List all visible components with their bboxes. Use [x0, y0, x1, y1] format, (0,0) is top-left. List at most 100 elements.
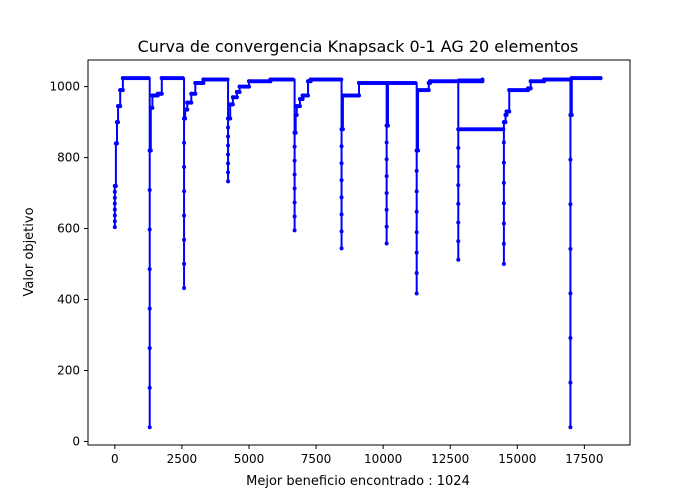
data-point [226, 161, 231, 166]
data-point [227, 116, 232, 121]
data-point [182, 237, 187, 242]
data-point [568, 202, 573, 207]
data-point [425, 88, 430, 93]
data-point [339, 195, 344, 200]
data-point [568, 336, 573, 341]
data-point [384, 241, 389, 246]
data-point [339, 229, 344, 234]
data-point [456, 164, 461, 169]
data-point [384, 123, 389, 128]
data-point [184, 107, 189, 112]
data-point [112, 201, 117, 206]
data-point [226, 143, 231, 148]
data-point [182, 140, 187, 145]
data-point [568, 157, 573, 162]
data-point [501, 221, 506, 226]
data-point [339, 161, 344, 166]
data-point [568, 246, 573, 251]
data-point [147, 346, 152, 351]
data-point [226, 125, 231, 130]
data-point [339, 246, 344, 251]
data-point [501, 180, 506, 185]
data-point [182, 286, 187, 291]
y-tick-label: 400 [57, 293, 80, 307]
data-point [339, 144, 344, 149]
data-series [112, 76, 603, 430]
data-point [292, 172, 297, 177]
x-tick-label: 17500 [565, 452, 603, 466]
data-point [305, 93, 310, 98]
y-tick-label: 1000 [49, 80, 80, 94]
data-point [503, 113, 508, 117]
data-point [456, 239, 461, 244]
data-point [112, 183, 117, 188]
axes-frame [87, 59, 631, 446]
data-point [414, 209, 419, 214]
data-point [147, 306, 152, 311]
x-tick-label: 12500 [431, 452, 469, 466]
data-point [568, 425, 573, 430]
data-point [413, 81, 418, 86]
data-point [292, 158, 297, 163]
x-tick-label: 10000 [364, 452, 402, 466]
data-point [226, 170, 231, 175]
y-axis-ticks: 0 200 400 600 800 1000 [49, 80, 88, 448]
data-point [339, 77, 344, 82]
data-point [501, 201, 506, 206]
data-point [384, 224, 389, 229]
y-tick-label: 200 [57, 363, 80, 377]
x-axis-ticks: 0 2500 5000 7500 10000 12500 15000 17500 [111, 445, 603, 466]
data-point [568, 113, 573, 117]
data-point [296, 104, 301, 109]
data-point [339, 178, 344, 183]
data-point [226, 179, 231, 184]
data-point [414, 291, 419, 296]
data-point [148, 105, 153, 110]
data-point [182, 189, 187, 194]
data-point [597, 76, 602, 81]
data-point [112, 207, 117, 212]
data-point [112, 225, 117, 230]
data-point [147, 188, 152, 193]
data-point [119, 88, 124, 93]
x-tick-label: 7500 [301, 452, 332, 466]
data-point [182, 213, 187, 218]
data-point [292, 144, 297, 149]
data-point [290, 77, 295, 82]
data-point [147, 267, 152, 272]
data-point [292, 186, 297, 191]
data-point [339, 127, 344, 132]
data-point [292, 228, 297, 233]
data-point [479, 79, 484, 84]
x-tick-label: 2500 [167, 452, 198, 466]
data-point [226, 152, 231, 157]
data-point [384, 207, 389, 212]
data-point [456, 183, 461, 188]
data-point [112, 195, 117, 200]
data-point [501, 127, 506, 132]
data-point [188, 100, 193, 105]
x-tick-label: 15000 [498, 452, 536, 466]
data-point [182, 165, 187, 170]
data-point [384, 157, 389, 162]
data-point [414, 271, 419, 276]
data-point [568, 380, 573, 385]
data-point [199, 81, 204, 86]
data-point [506, 109, 511, 114]
data-point [414, 148, 419, 153]
data-point [158, 91, 163, 96]
data-point [113, 141, 118, 146]
data-point [293, 113, 298, 117]
data-point [414, 230, 419, 235]
y-tick-label: 0 [72, 434, 80, 448]
data-point [112, 189, 117, 194]
data-point [182, 261, 187, 266]
y-tick-label: 600 [57, 222, 80, 236]
data-point [456, 257, 461, 262]
data-point [299, 97, 304, 102]
data-point [414, 250, 419, 255]
data-point [292, 200, 297, 205]
data-point [384, 190, 389, 195]
data-point [234, 95, 239, 100]
